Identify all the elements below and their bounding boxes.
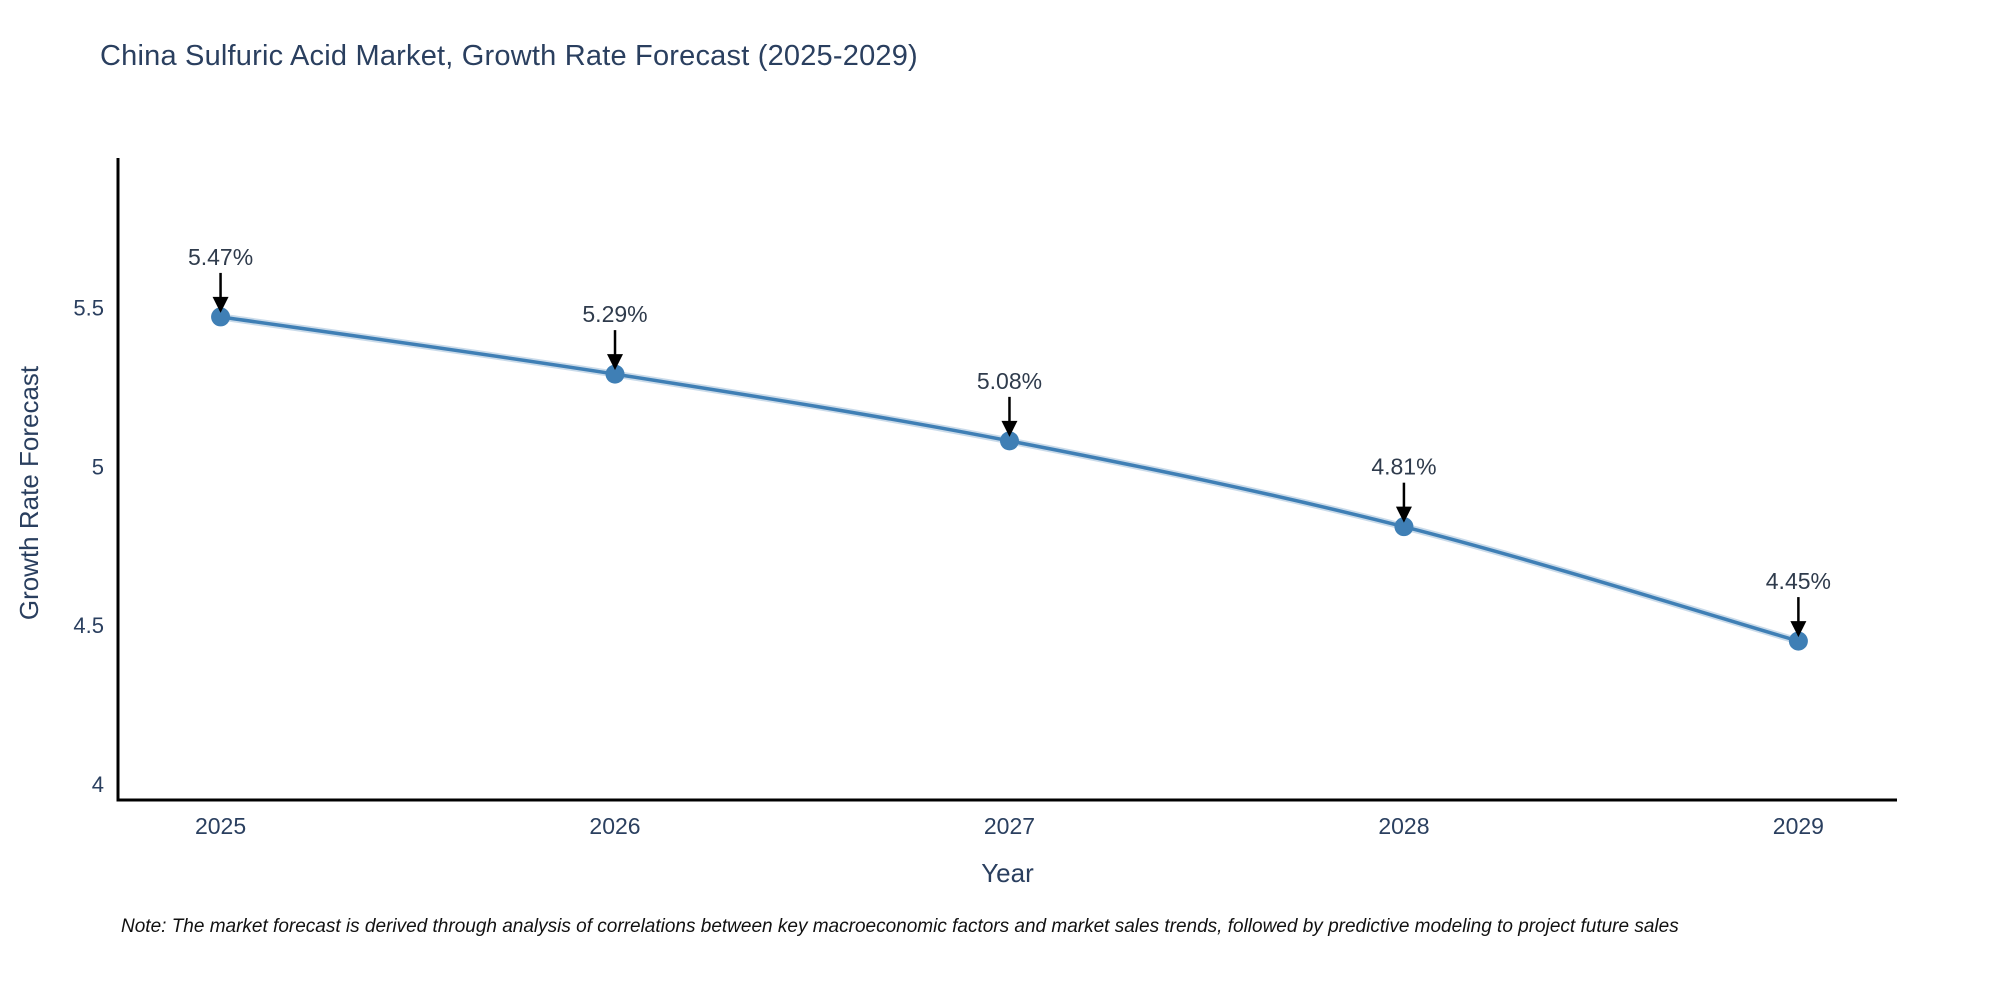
data-point[interactable] (999, 431, 1019, 451)
data-point[interactable] (1394, 517, 1414, 537)
annotation-arrow-head (1001, 420, 1018, 437)
y-tick-label: 4 (92, 772, 104, 797)
x-tick-label: 2026 (589, 813, 640, 839)
data-point-label: 5.08% (977, 368, 1042, 394)
data-point[interactable] (211, 307, 231, 327)
x-tick-label: 2027 (984, 813, 1035, 839)
x-axis-title: Year (981, 858, 1034, 888)
y-tick-label: 4.5 (73, 613, 104, 638)
y-tick-label: 5 (92, 454, 104, 479)
x-tick-label: 2029 (1773, 813, 1824, 839)
y-axis-title: Growth Rate Forecast (14, 365, 44, 620)
data-point-label: 4.45% (1766, 568, 1831, 594)
chart-title: China Sulfuric Acid Market, Growth Rate … (100, 40, 918, 72)
x-tick-label: 2028 (1378, 813, 1429, 839)
annotation-arrow-head (607, 354, 624, 371)
footnote: Note: The market forecast is derived thr… (121, 916, 1679, 937)
y-tick-label: 5.5 (73, 295, 104, 320)
data-point[interactable] (1788, 631, 1808, 651)
series-line (220, 315, 1799, 643)
x-tick-label: 2025 (195, 813, 246, 839)
data-point-label: 5.29% (582, 301, 647, 327)
annotation-arrow-head (1790, 621, 1807, 638)
data-point[interactable] (605, 364, 625, 384)
annotation-arrow-head (1395, 506, 1412, 523)
data-point-label: 4.81% (1371, 454, 1436, 480)
series-line-halo (220, 313, 1800, 645)
annotation-arrow-head (212, 296, 229, 313)
data-point-label: 5.47% (188, 244, 253, 270)
